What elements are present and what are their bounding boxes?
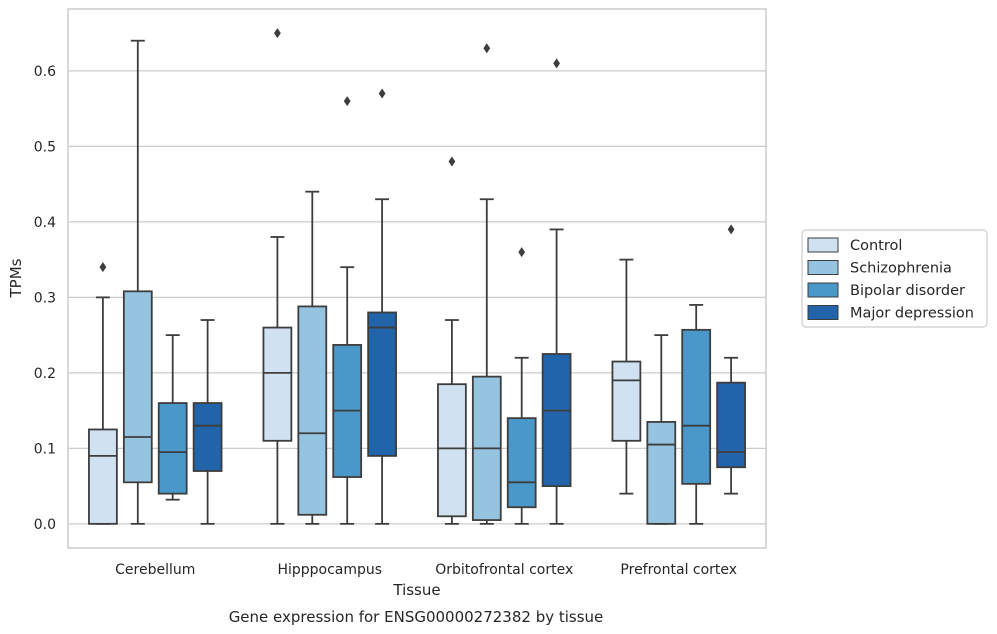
box-body: [262, 326, 293, 442]
legend-frame: [801, 229, 988, 328]
box-body: [88, 428, 118, 525]
y-tick-label: 0.5: [34, 139, 56, 155]
box-1-3: [646, 334, 677, 525]
box-3-3: [716, 224, 746, 495]
y-tick-label: 0.4: [34, 215, 56, 231]
legend-label: Bipolar disorder: [850, 283, 965, 299]
y-axis-label: TPMs: [7, 258, 25, 298]
x-tick-label: Cerebellum: [115, 562, 195, 578]
box-3-2: [541, 58, 572, 525]
y-tick-label: 0.3: [34, 290, 56, 306]
x-tick-label: Prefrontal cortex: [620, 562, 737, 578]
x-tick-label: Orbitofrontal cortex: [435, 562, 573, 578]
box-body: [297, 305, 328, 516]
legend-swatch: [807, 282, 839, 298]
box-2-1: [332, 96, 363, 525]
box-body: [437, 383, 467, 518]
legend: Control Schizophrenia Bipolar disorder Majo…: [801, 229, 988, 328]
legend-label: Major depression: [850, 306, 974, 322]
box-1-0: [122, 39, 153, 525]
box-body: [157, 402, 188, 495]
x-tick-label: Hipppocampus: [277, 562, 382, 578]
box-body: [367, 311, 397, 457]
chart-title: Gene expression for ENSG00000272382 by t…: [229, 608, 604, 626]
box-3-1: [367, 88, 397, 525]
outlier-point: [99, 262, 107, 273]
box-body: [122, 290, 153, 484]
y-tick-label: 0.6: [34, 64, 56, 80]
plot-frame: [67, 8, 767, 549]
box-0-3: [611, 258, 642, 495]
legend-swatch: [807, 237, 839, 253]
legend-swatch: [807, 305, 839, 320]
box-body: [506, 417, 537, 509]
outlier-point: [274, 28, 281, 39]
box-1-2: [471, 43, 502, 525]
outlier-point: [378, 88, 386, 99]
box-0-2: [437, 156, 467, 525]
outlier-point: [343, 96, 351, 107]
x-axis-label: Tissue: [392, 581, 440, 599]
box-body: [192, 402, 223, 472]
legend-label: Schizophrenia: [850, 261, 952, 277]
x-tick-labels: Cerebellum Hipppocampus Orbitofrontal cort…: [115, 562, 737, 578]
box-2-0: [157, 334, 188, 501]
boxes-layer: [88, 28, 746, 525]
outlier-point: [448, 156, 456, 167]
box-body: [646, 421, 677, 525]
y-tick-label: 0.1: [34, 441, 56, 457]
legend-swatch: [807, 260, 839, 275]
box-2-3: [681, 304, 712, 525]
box-2-2: [506, 247, 537, 525]
y-tick-labels: 0.0 0.1 0.2 0.3 0.4 0.5 0.6: [34, 64, 56, 533]
box-body: [716, 381, 746, 469]
box-1-1: [297, 190, 328, 525]
y-tick-label: 0.2: [34, 366, 56, 382]
box-body: [541, 353, 572, 487]
outlier-point: [553, 58, 560, 69]
box-0-1: [262, 28, 293, 525]
outlier-point: [483, 43, 491, 54]
box-body: [681, 328, 712, 485]
box-0-0: [88, 262, 118, 525]
box-3-0: [192, 319, 223, 525]
y-tick-label: 0.0: [34, 517, 56, 533]
outlier-point: [727, 224, 735, 235]
box-body: [611, 360, 642, 442]
outlier-point: [518, 247, 526, 258]
legend-label: Control: [850, 238, 902, 254]
